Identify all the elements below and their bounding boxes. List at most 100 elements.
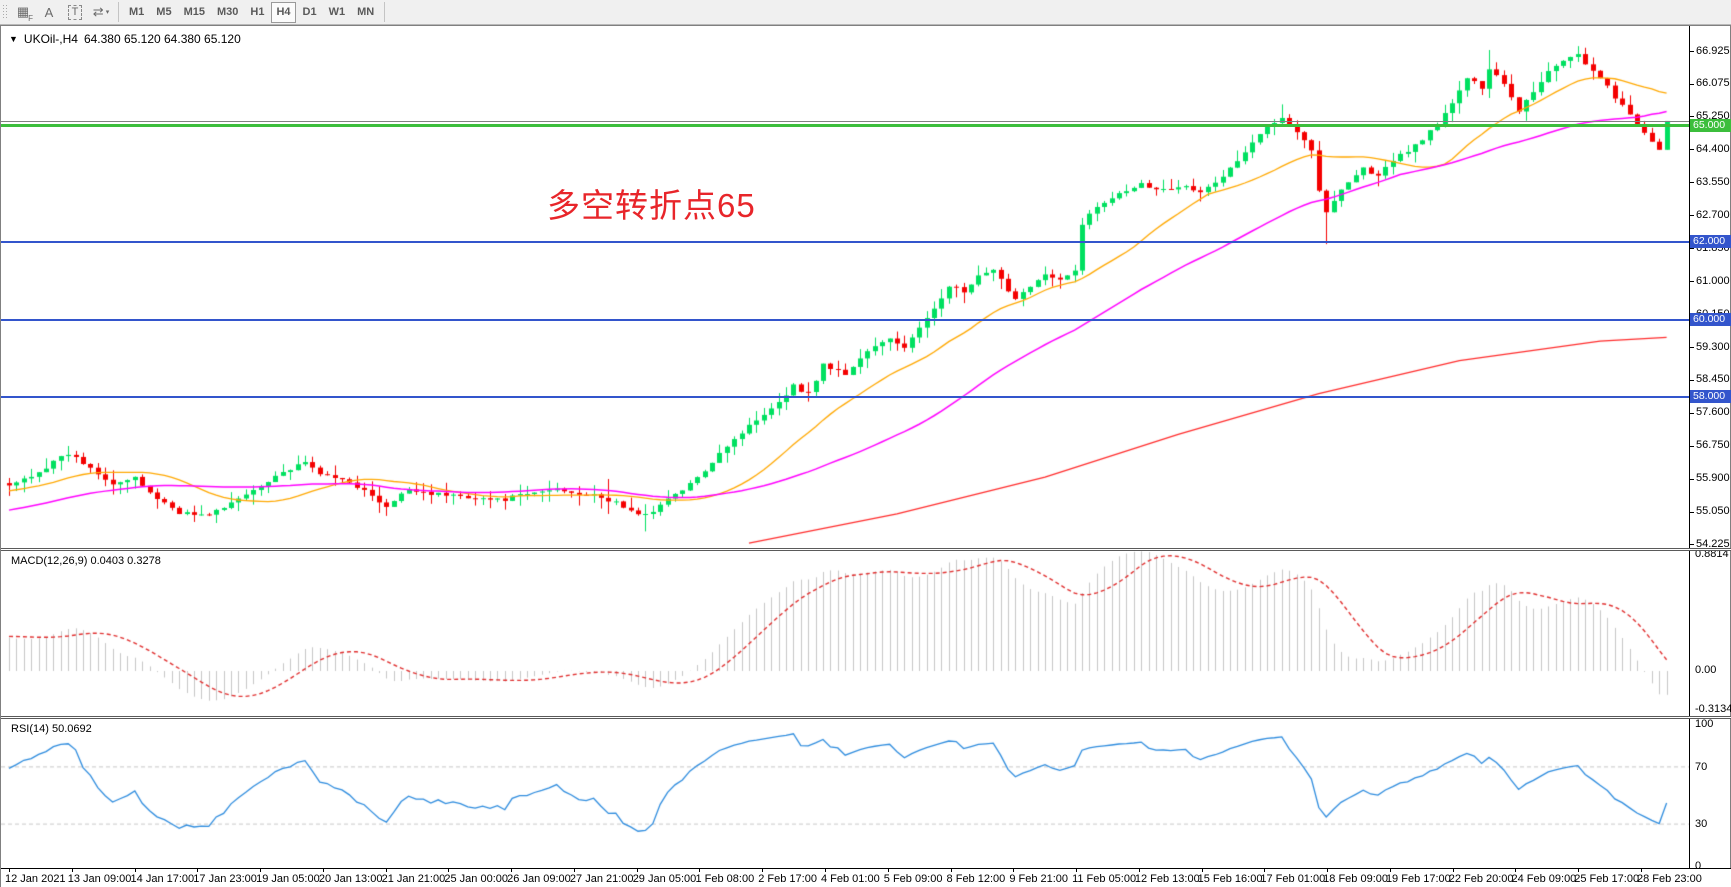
rsi-axis-30-label: 30 bbox=[1695, 818, 1708, 830]
price-tick-mark bbox=[1689, 51, 1694, 52]
date-tick-mark bbox=[1390, 869, 1391, 872]
price-tick-mark bbox=[1689, 512, 1694, 513]
price-tick-label: 57.600 bbox=[1696, 406, 1730, 419]
chart-grid-glyph: ▦ bbox=[16, 4, 30, 19]
date-label: 13 Jan 09:00 bbox=[67, 873, 132, 885]
price-tick-label: 66.925 bbox=[1696, 44, 1730, 57]
arrange-arrows-icon[interactable]: ⇄ ▾ bbox=[89, 2, 113, 23]
price-tag-58: 58.000 bbox=[1690, 390, 1731, 403]
timeframe-d1-button[interactable]: D1 bbox=[298, 2, 322, 23]
macd-panel-label: MACD(12,26,9) 0.0403 0.3278 bbox=[11, 555, 161, 567]
timeframe-h1-button[interactable]: H1 bbox=[245, 2, 269, 23]
toolbar-separator bbox=[384, 2, 386, 22]
toolbar: ▦ F A T ⇄ ▾ M1 M5 M15 M30 H1 H4 D1 W1 MN bbox=[0, 0, 1731, 25]
price-tick-label: 62.700 bbox=[1696, 208, 1730, 221]
date-tick-mark bbox=[386, 869, 387, 872]
date-tick-mark bbox=[511, 869, 512, 872]
timeframe-h4-button[interactable]: H4 bbox=[271, 1, 296, 23]
price-tick-mark bbox=[1689, 380, 1694, 381]
panel-divider-macd[interactable] bbox=[1, 548, 1731, 551]
date-tick-mark bbox=[1641, 869, 1642, 872]
price-tag-65: 65.000 bbox=[1690, 119, 1731, 132]
price-tick-mark bbox=[1689, 413, 1694, 414]
current-price-line[interactable] bbox=[1, 121, 1731, 122]
macd-axis-min-label: -0.3134 bbox=[1695, 703, 1731, 715]
date-label: 27 Jan 21:00 bbox=[569, 873, 634, 885]
insert-text-icon[interactable]: A bbox=[37, 2, 61, 23]
date-label: 26 Jan 09:00 bbox=[507, 873, 571, 885]
text-label-icon[interactable]: T bbox=[63, 2, 87, 23]
time-axis: 12 Jan 2021 13 Jan 09:00 14 Jan 17:00 17 Ja… bbox=[1, 868, 1731, 887]
date-label: 11 Feb 05:00 bbox=[1072, 873, 1137, 885]
macd-axis-max-label: 0.8814 bbox=[1695, 548, 1729, 560]
price-tick-label: 56.750 bbox=[1696, 439, 1730, 452]
date-label: 14 Jan 17:00 bbox=[130, 873, 195, 885]
chart-grid-sub: F bbox=[28, 13, 33, 23]
price-tick-label: 61.000 bbox=[1696, 274, 1730, 287]
date-tick-mark bbox=[574, 869, 575, 872]
price-tick-mark bbox=[1689, 347, 1694, 348]
price-tick-label: 54.225 bbox=[1696, 537, 1730, 550]
timeframe-m30-button[interactable]: M30 bbox=[212, 2, 243, 23]
date-tick-mark bbox=[448, 869, 449, 872]
chart-title: ▼ UKOil-,H4 64.380 65.120 64.380 65.120 bbox=[9, 32, 241, 46]
date-label: 1 Feb 08:00 bbox=[695, 873, 755, 885]
panel-divider-rsi[interactable] bbox=[1, 716, 1731, 719]
price-tick-mark bbox=[1689, 116, 1694, 117]
date-tick-mark bbox=[72, 869, 73, 872]
chart-text-annotation[interactable]: 多空转折点65 bbox=[547, 187, 756, 224]
toolbar-drag-handle[interactable] bbox=[2, 4, 8, 20]
date-tick-mark bbox=[323, 869, 324, 872]
date-tick-mark bbox=[1076, 869, 1077, 872]
date-label: 9 Feb 21:00 bbox=[1009, 873, 1069, 885]
date-label: 18 Feb 09:00 bbox=[1323, 873, 1388, 885]
macd-indicator-canvas[interactable] bbox=[1, 551, 1689, 716]
price-tick-label: 63.550 bbox=[1696, 175, 1730, 188]
hline-62[interactable] bbox=[1, 241, 1689, 243]
dropdown-caret-icon: ▾ bbox=[105, 9, 110, 16]
chevron-down-icon[interactable]: ▼ bbox=[9, 34, 18, 44]
date-tick-mark bbox=[1515, 869, 1516, 872]
rsi-indicator-canvas[interactable] bbox=[1, 719, 1689, 867]
timeframe-w1-button[interactable]: W1 bbox=[324, 2, 351, 23]
price-tick-label: 55.050 bbox=[1696, 505, 1730, 518]
price-tick-label: 66.075 bbox=[1696, 77, 1730, 90]
price-tick-mark bbox=[1689, 281, 1694, 282]
date-tick-mark bbox=[260, 869, 261, 872]
timeframe-mn-button[interactable]: MN bbox=[352, 2, 379, 23]
chart-symbol-period: UKOil-,H4 bbox=[23, 32, 78, 46]
price-tick-mark bbox=[1689, 149, 1694, 150]
hline-58[interactable] bbox=[1, 396, 1689, 398]
date-label: 5 Feb 09:00 bbox=[883, 873, 943, 885]
date-tick-mark bbox=[1453, 869, 1454, 872]
date-label: 17 Jan 23:00 bbox=[193, 873, 257, 885]
date-tick-mark bbox=[1139, 869, 1140, 872]
insert-text-glyph: A bbox=[44, 4, 54, 20]
date-tick-mark bbox=[1202, 869, 1203, 872]
date-label: 15 Feb 16:00 bbox=[1197, 873, 1263, 885]
hline-65[interactable] bbox=[1, 124, 1689, 127]
price-tick-label: 64.400 bbox=[1696, 142, 1730, 155]
arrange-arrows-glyph: ⇄ bbox=[92, 4, 104, 19]
date-tick-mark bbox=[197, 869, 198, 872]
timeframe-m1-button[interactable]: M1 bbox=[124, 2, 149, 23]
price-tick-label: 59.300 bbox=[1696, 340, 1730, 353]
chart-ohlc-values: 64.380 65.120 64.380 65.120 bbox=[83, 32, 241, 46]
date-tick-mark bbox=[825, 869, 826, 872]
date-tick-mark bbox=[951, 869, 952, 872]
hline-60[interactable] bbox=[1, 319, 1689, 321]
price-tick-label: 58.450 bbox=[1696, 373, 1730, 386]
timeframe-m15-button[interactable]: M15 bbox=[179, 2, 210, 23]
date-tick-mark bbox=[9, 869, 10, 872]
date-label: 19 Jan 05:00 bbox=[256, 873, 320, 885]
timeframe-m5-button[interactable]: M5 bbox=[151, 2, 176, 23]
date-label: 12 Feb 13:00 bbox=[1134, 873, 1200, 885]
price-chart-canvas[interactable] bbox=[1, 26, 1689, 548]
date-tick-mark bbox=[1578, 869, 1579, 872]
chart-grid-icon[interactable]: ▦ F bbox=[11, 2, 35, 23]
price-tick-mark bbox=[1689, 544, 1694, 545]
price-tick-mark bbox=[1689, 215, 1694, 216]
date-label: 28 Feb 23:00 bbox=[1637, 873, 1702, 885]
date-tick-mark bbox=[1013, 869, 1014, 872]
